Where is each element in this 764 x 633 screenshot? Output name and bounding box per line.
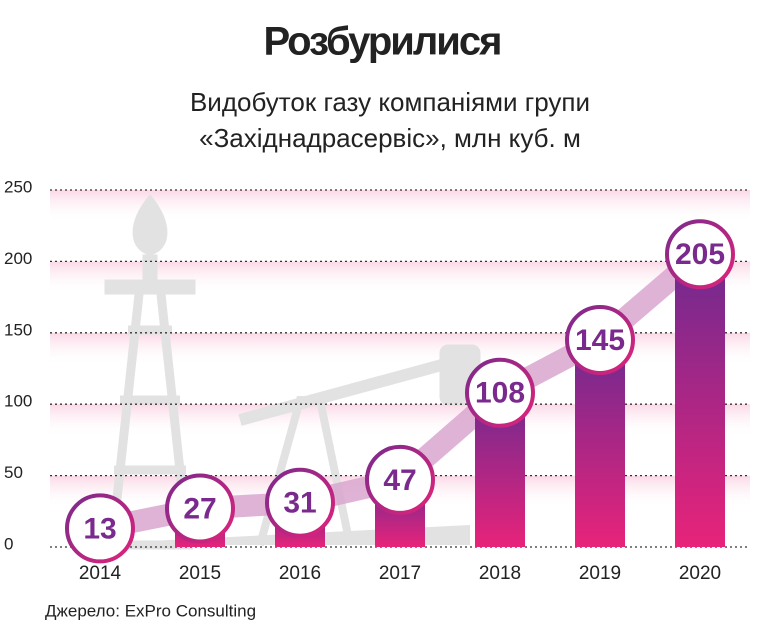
x-tick-label: 2018 [479, 563, 521, 584]
value-label: 47 [383, 464, 416, 497]
value-label: 27 [183, 492, 216, 525]
x-tick-label: 2014 [79, 563, 122, 584]
grid-band [50, 332, 750, 365]
value-badge [465, 357, 535, 428]
chart-subtitle: «Західнадрасервіс», млн куб. м [199, 123, 581, 153]
grid-band [50, 404, 750, 437]
value-label: 13 [83, 512, 116, 545]
value-badge [665, 219, 735, 290]
value-label: 145 [575, 324, 625, 357]
source-note: Джерело: ExPro Consulting [45, 601, 256, 620]
chart-title: Розбурилися [264, 20, 501, 64]
x-tick-label: 2020 [679, 563, 721, 584]
x-tick-label: 2019 [579, 563, 621, 584]
y-tick-label: 100 [4, 392, 32, 411]
value-badge [265, 467, 335, 538]
x-tick-label: 2017 [379, 563, 421, 584]
bar [675, 254, 725, 547]
value-badge [165, 473, 235, 544]
x-tick-label: 2016 [279, 563, 321, 584]
y-tick-label: 250 [4, 177, 32, 196]
value-badge [65, 493, 135, 564]
value-label: 108 [475, 377, 525, 410]
chart-subtitle: Видобуток газу компаніями групи [190, 87, 590, 117]
value-badge [365, 444, 435, 515]
background-illustration [70, 194, 481, 550]
y-tick-label: 50 [4, 463, 23, 482]
y-tick-label: 0 [4, 534, 13, 553]
value-label: 31 [283, 487, 316, 520]
x-tick-label: 2015 [179, 563, 221, 584]
y-tick-label: 150 [4, 320, 32, 339]
y-tick-label: 200 [4, 249, 32, 268]
value-badge [565, 304, 635, 375]
grid-band [50, 190, 750, 223]
value-label: 205 [675, 238, 725, 271]
